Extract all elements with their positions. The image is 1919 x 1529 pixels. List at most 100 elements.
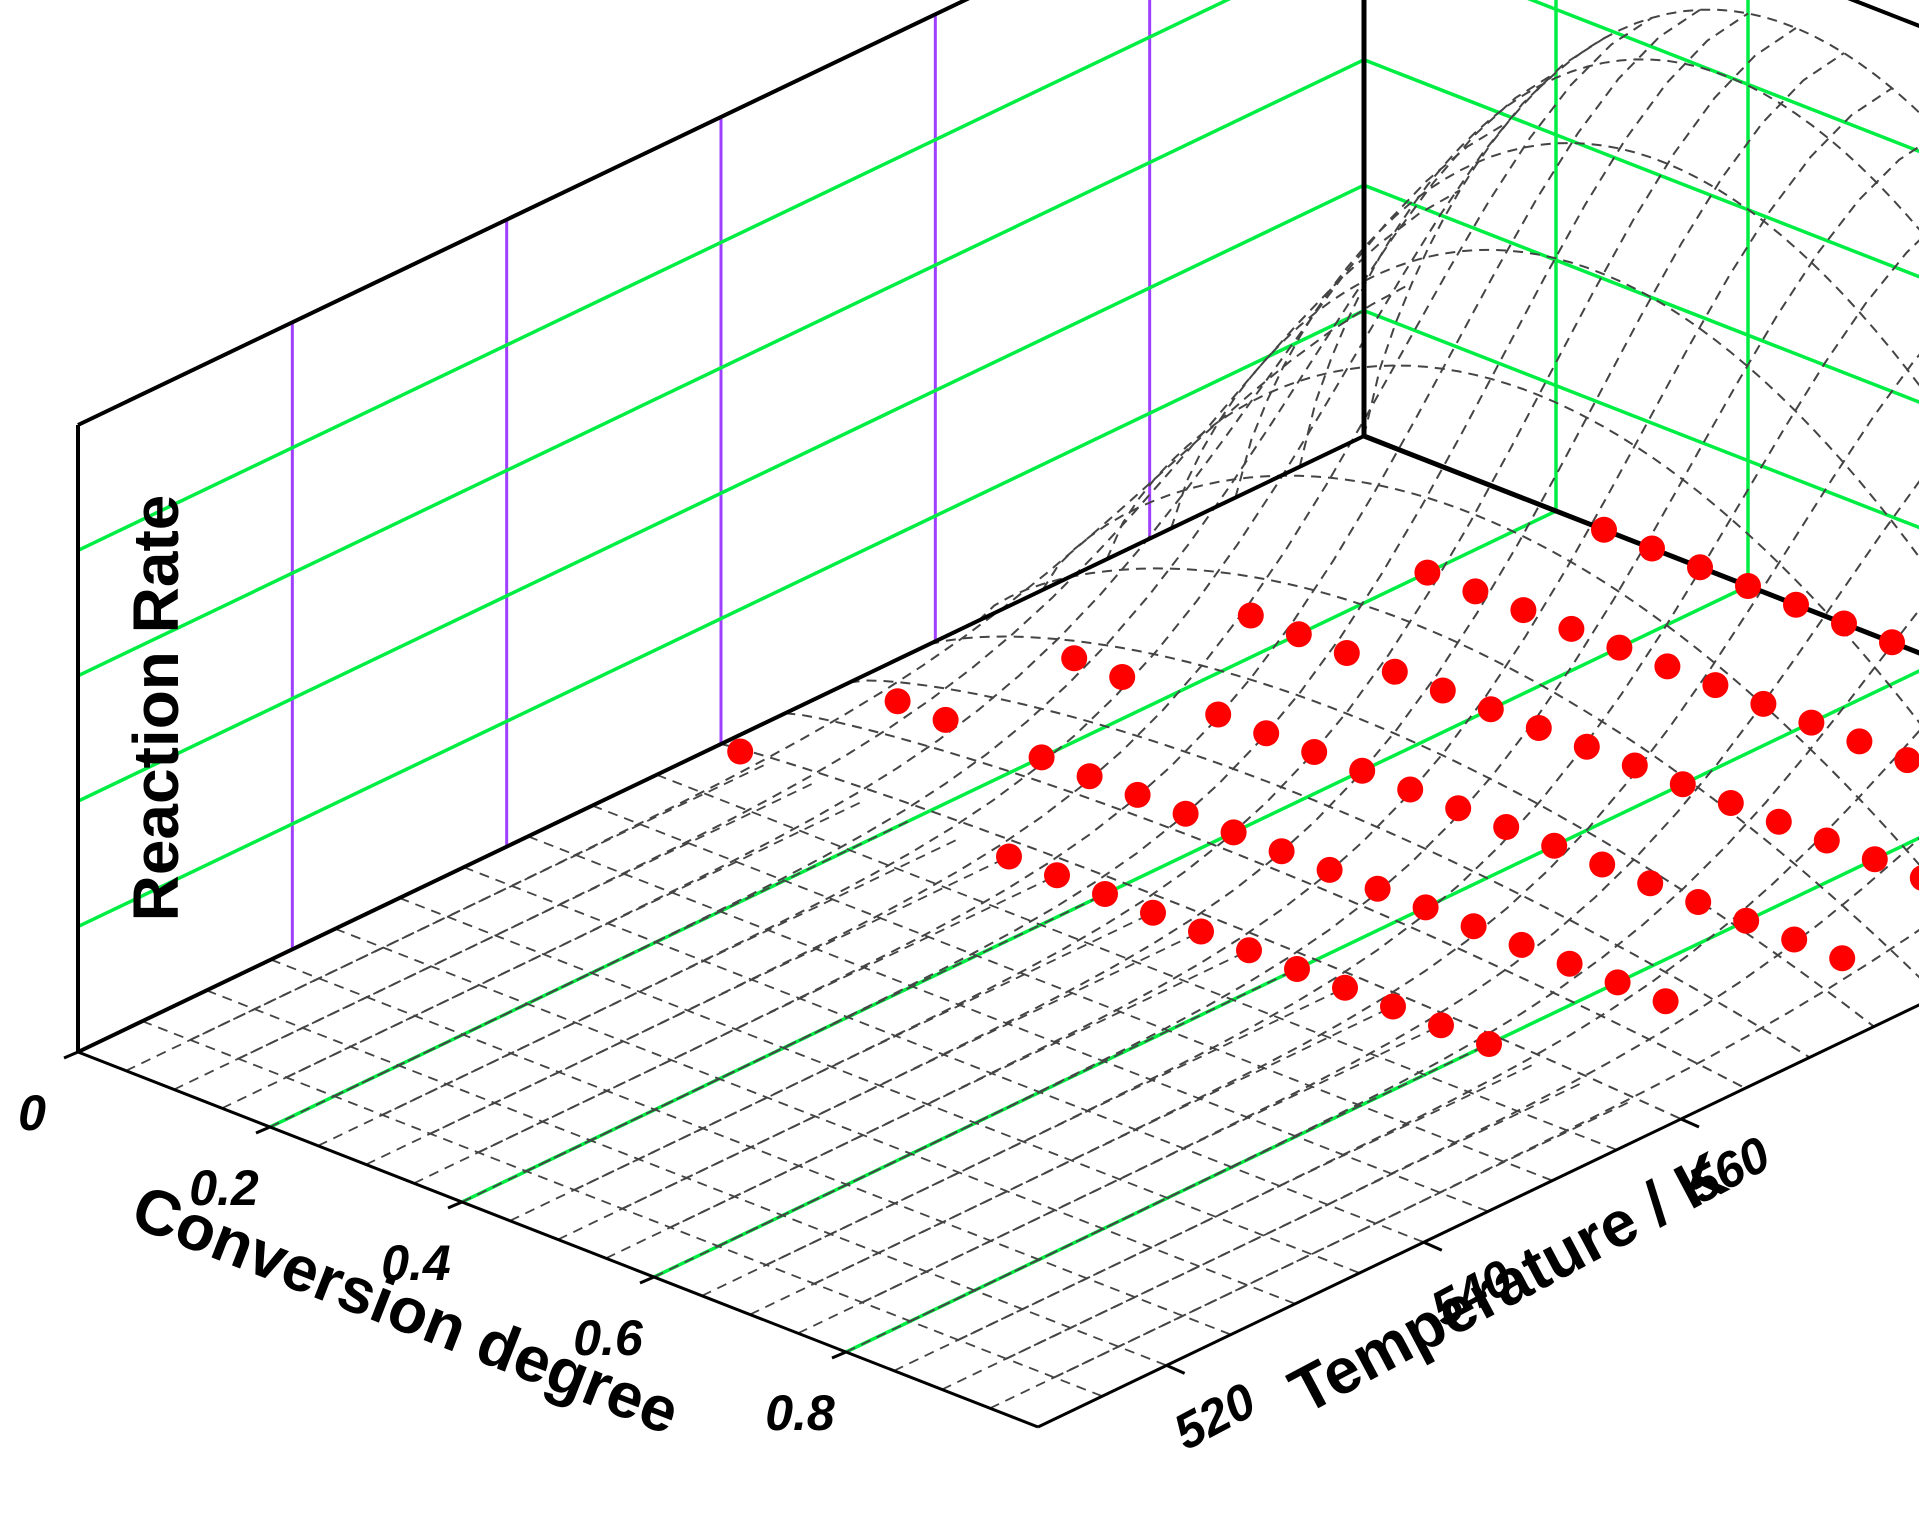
- data-point: [1556, 950, 1583, 977]
- data-point: [1428, 1012, 1454, 1039]
- data-point: [1333, 640, 1360, 666]
- data-point: [1508, 931, 1535, 958]
- data-point: [1541, 832, 1568, 859]
- data-point: [1685, 889, 1712, 915]
- data-point: [1445, 795, 1472, 822]
- x-axis-line: [77, 1050, 1039, 1429]
- grid-lines: [77, 0, 1919, 1354]
- data-point: [1831, 610, 1857, 637]
- data-point: [1092, 881, 1118, 907]
- data-point: [1604, 969, 1631, 996]
- y-axis-tick: [1680, 1117, 1700, 1129]
- data-point: [1253, 720, 1280, 747]
- data-point: [1124, 781, 1151, 808]
- data-point: [1140, 899, 1166, 926]
- data-point: [1301, 739, 1328, 765]
- floor-mesh-line: [463, 866, 1425, 1244]
- data-point: [1028, 744, 1055, 771]
- right-wall-rate-gridline: [1363, 183, 1919, 404]
- floor-mesh-line: [592, 804, 1553, 1182]
- surface-isotherm-curve: [720, 743, 1682, 1120]
- data-point: [1477, 696, 1504, 723]
- floor-mesh-line: [527, 835, 1489, 1213]
- data-point: [1525, 715, 1552, 741]
- y-axis-title: Temperature / K: [1278, 1138, 1738, 1428]
- data-point: [1220, 819, 1247, 846]
- data-point: [1076, 763, 1103, 790]
- data-point: [1237, 602, 1264, 629]
- data-point: [1412, 894, 1439, 921]
- data-point: [1429, 677, 1456, 704]
- floor-mesh-line: [399, 897, 1360, 1274]
- back-wall-rate-gridline: [77, 0, 1232, 552]
- data-point: [1669, 771, 1696, 798]
- x-tick-label: 0: [18, 1085, 46, 1141]
- data-point: [727, 738, 754, 765]
- x-axis-tick: [255, 1125, 271, 1135]
- data-point: [1476, 1031, 1502, 1057]
- data-point: [1364, 875, 1391, 902]
- surface-isoconversion-curve: [573, 27, 1797, 1191]
- data-point: [884, 688, 911, 715]
- data-point: [1558, 615, 1585, 642]
- floor-mesh-line: [656, 773, 1618, 1151]
- data-point: [1606, 634, 1633, 661]
- surface-isotherm-curve: [1234, 141, 1919, 498]
- data-point: [1717, 790, 1744, 816]
- data-point: [1750, 690, 1777, 717]
- data-points: [727, 516, 1919, 1057]
- data-point: [1894, 747, 1919, 774]
- data-point: [1846, 728, 1873, 755]
- data-point: [1462, 578, 1489, 605]
- data-point: [1589, 851, 1616, 878]
- y-axis-tick: [1165, 1364, 1186, 1375]
- data-point: [1765, 808, 1792, 835]
- surface-isotherm-curve: [1041, 474, 1919, 866]
- data-point: [1733, 907, 1760, 934]
- back-wall-rate-gridline: [77, 183, 1365, 803]
- floor-mesh-line: [206, 989, 1167, 1367]
- surface-isoconversion-curve: [621, 52, 1845, 1210]
- surface-isotherm-curve: [1105, 364, 1919, 724]
- surface-isotherm-curve: [785, 712, 1746, 1090]
- y-tick-label: 520: [1165, 1372, 1265, 1461]
- rate-surface-wireframe: [125, 8, 1919, 1410]
- right-wall-rate-gridline: [1363, 308, 1919, 530]
- data-point: [1687, 554, 1713, 581]
- data-point: [1236, 937, 1262, 964]
- data-point: [1044, 862, 1070, 889]
- right-wall-rate-gridline: [1363, 58, 1919, 279]
- floor-conversion-gridline: [269, 509, 1557, 1129]
- data-point: [1702, 672, 1729, 699]
- x-tick-label: 0.4: [381, 1235, 451, 1291]
- data-point: [1284, 956, 1310, 982]
- data-point: [1573, 733, 1600, 760]
- data-point: [1879, 629, 1905, 656]
- floor-conversion-gridline: [845, 836, 1919, 1354]
- floor-mesh-line: [334, 927, 1296, 1305]
- x-tick-label: 0.6: [573, 1310, 644, 1366]
- data-point: [1637, 870, 1664, 897]
- back-wall-rate-gridline: [77, 309, 1365, 929]
- data-point: [1654, 653, 1681, 680]
- surface-isotherm-curve: [1298, 58, 1919, 468]
- surface-isoconversion-curve: [957, 729, 1919, 1341]
- data-point: [1909, 865, 1919, 891]
- data-point: [1188, 918, 1214, 945]
- axis-ticks: [63, 1050, 1700, 1375]
- x-tick-label: 0.8: [765, 1385, 835, 1441]
- back-top-edge: [77, 0, 970, 427]
- data-point: [1268, 838, 1295, 865]
- x-tick-label: 0.2: [189, 1160, 259, 1216]
- surface-isoconversion-curve: [429, 16, 1653, 1135]
- x-axis-tick: [639, 1275, 655, 1285]
- data-point: [1813, 827, 1840, 854]
- back-wall-rate-gridline: [77, 58, 1365, 678]
- data-point: [1460, 913, 1487, 940]
- data-point: [996, 843, 1022, 870]
- data-point: [1349, 757, 1376, 784]
- back-walls: [290, 0, 1152, 950]
- data-point: [1829, 945, 1856, 972]
- data-point: [1380, 993, 1406, 1020]
